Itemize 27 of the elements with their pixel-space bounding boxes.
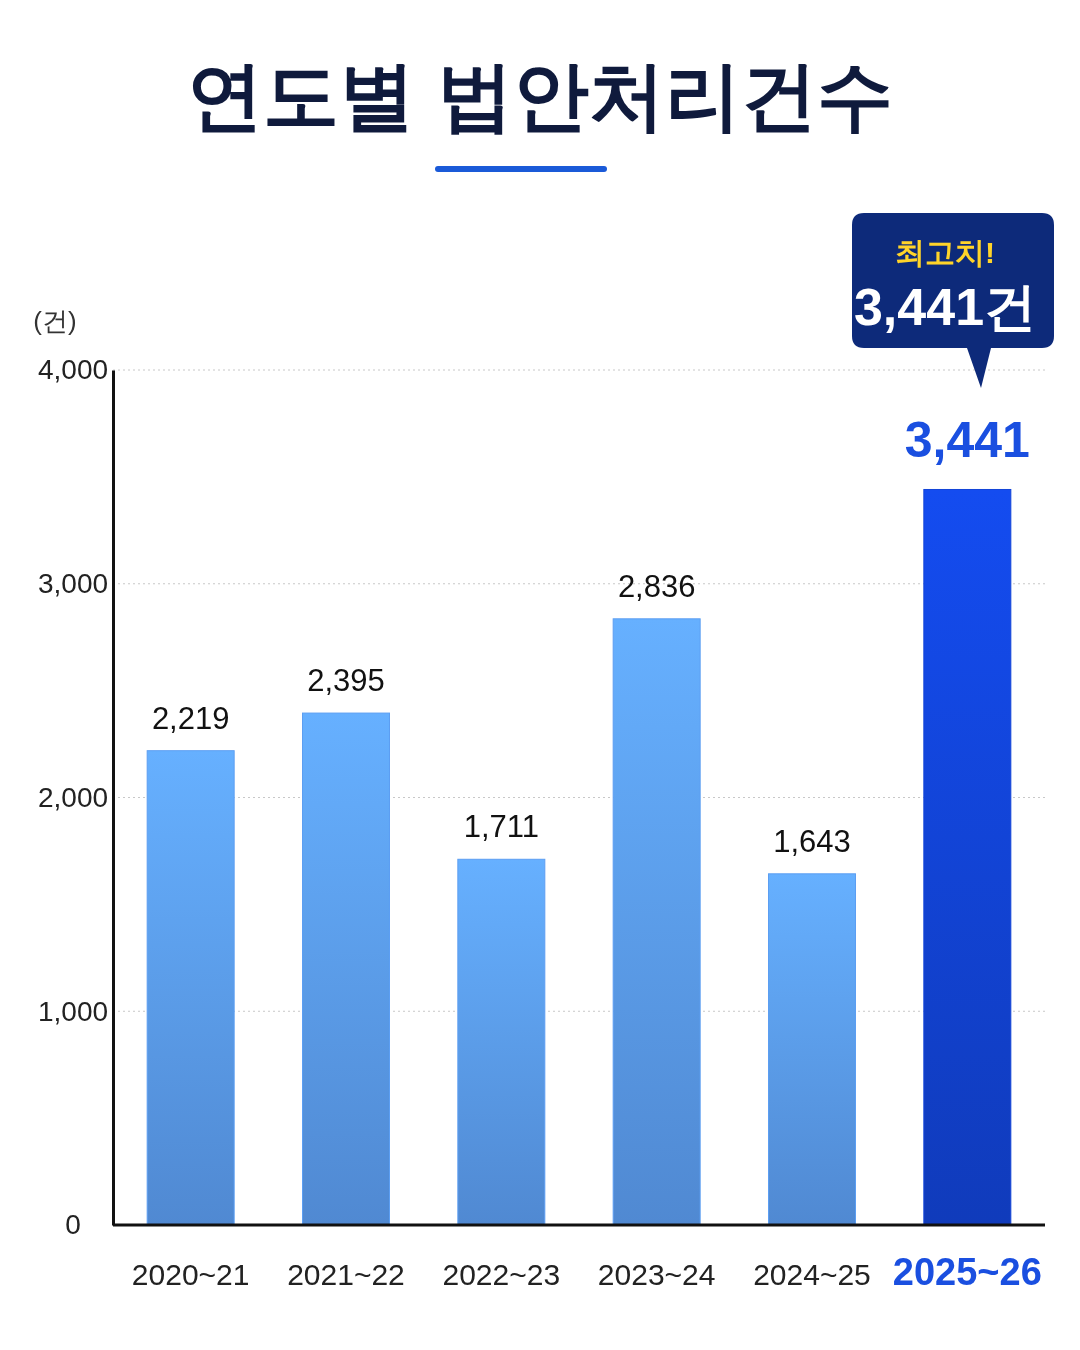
text: 3,441건 [853, 278, 1037, 336]
y-tick-label: 4,000 [37, 354, 109, 386]
y-tick-label: 3,000 [37, 568, 109, 600]
bar [457, 858, 546, 1226]
data-label: 2,395 [307, 663, 385, 699]
x-tick-label: 2023~24 [597, 1258, 716, 1291]
y-tick-label: 1,000 [37, 995, 109, 1027]
data-label: 2,219 [151, 700, 230, 736]
bar [146, 750, 235, 1226]
y-tick-label: 0 [65, 1209, 81, 1241]
chart-title: 연도별 법안처리건수 [187, 53, 893, 138]
x-tick-label: 2024~25 [753, 1258, 871, 1291]
data-label: 1,643 [773, 823, 851, 859]
text: 최고치! [895, 236, 995, 269]
bar [302, 712, 390, 1226]
x-tick-label: 2021~22 [287, 1258, 405, 1291]
data-label: 2,836 [617, 568, 696, 604]
data-label: 3,441 [904, 412, 1030, 469]
data-label: 1,711 [463, 809, 539, 845]
x-tick-label: 2020~21 [131, 1258, 250, 1291]
bar [612, 618, 701, 1226]
bar [768, 873, 856, 1226]
y-axis-title: (건) [33, 306, 77, 336]
y-tick-label: 2,000 [37, 781, 109, 813]
bar [923, 488, 1012, 1226]
x-tick-label: 2025~26 [892, 1251, 1042, 1293]
x-tick-label: 2022~23 [442, 1258, 561, 1291]
